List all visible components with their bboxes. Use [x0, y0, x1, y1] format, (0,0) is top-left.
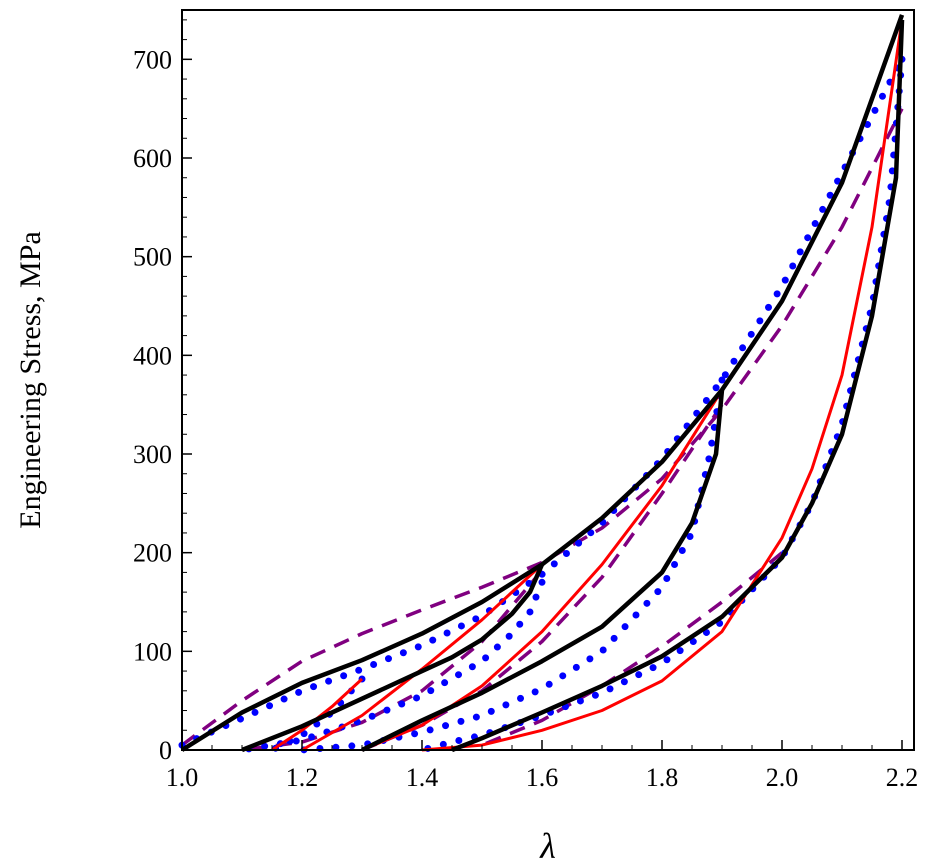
x-tick-label: 2.2 — [886, 763, 919, 792]
series-blue-dotted-12 — [418, 55, 906, 754]
y-axis-ticks: 0 100 200 300 400 500 600 700 — [133, 19, 192, 765]
x-tick-label: 1.0 — [166, 763, 199, 792]
series-red-solid-7 — [421, 19, 904, 752]
y-tick-label: 700 — [133, 45, 172, 74]
y-tick-label: 600 — [133, 144, 172, 173]
x-tick-label: 2.0 — [766, 763, 799, 792]
series-layer — [178, 14, 906, 754]
y-tick-label: 500 — [133, 243, 172, 272]
plot-frame — [181, 9, 915, 751]
x-tick-label: 1.4 — [406, 763, 439, 792]
y-tick-label: 0 — [159, 736, 172, 765]
x-tick-label: 1.2 — [286, 763, 319, 792]
series-black-solid-1 — [241, 563, 545, 753]
series-black-solid-3 — [451, 19, 905, 753]
y-tick-label: 100 — [133, 637, 172, 666]
y-tick-label: 400 — [133, 341, 172, 370]
series-black-solid-2 — [361, 389, 725, 753]
series-purple-dashed-13 — [180, 107, 904, 747]
x-tick-label: 1.8 — [646, 763, 679, 792]
series-blue-dotted-11 — [298, 376, 726, 754]
series-purple-dashed-16 — [481, 551, 784, 747]
x-axis-title: λ — [539, 826, 556, 866]
series-blue-dotted-9 — [268, 675, 366, 754]
x-tick-label: 1.6 — [526, 763, 559, 792]
y-tick-label: 300 — [133, 440, 172, 469]
series-red-solid-6 — [361, 389, 724, 752]
y-axis-title: Engineering Stress, MPa — [14, 231, 47, 528]
x-axis-ticks: 1.0 1.2 1.4 1.6 1.8 2.0 2.2 — [166, 740, 919, 792]
series-blue-dotted-10 — [238, 578, 546, 754]
y-tick-label: 200 — [133, 539, 172, 568]
series-purple-dashed-14 — [241, 569, 544, 752]
series-blue-dotted-8 — [178, 55, 906, 749]
